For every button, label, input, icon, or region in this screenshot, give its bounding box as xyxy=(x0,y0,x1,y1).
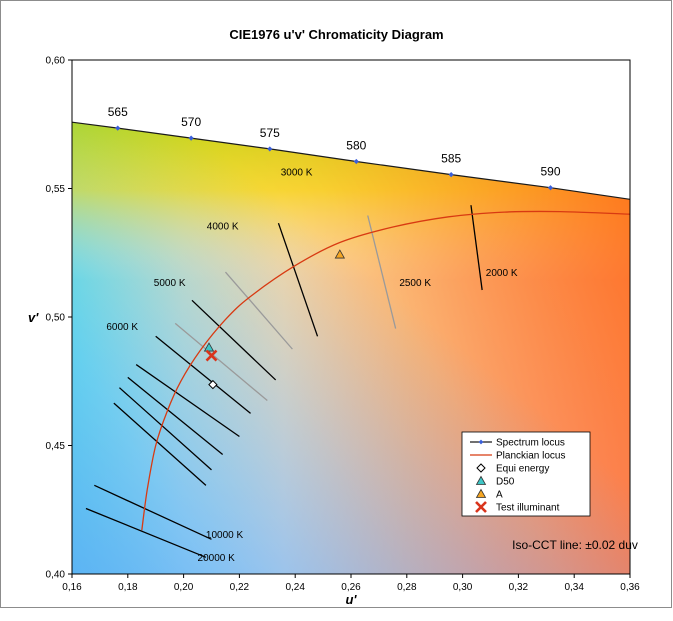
legend-marker-equi-energy xyxy=(476,463,486,473)
spectrum-locus-marker xyxy=(448,172,454,178)
x-tick-label: 0,20 xyxy=(174,582,194,593)
iso-cct-lines xyxy=(85,205,483,558)
chart-title: CIE1976 u'v' Chromaticity Diagram xyxy=(229,27,444,42)
point-marker-equi-energy xyxy=(208,379,218,390)
cct-label: 4000 K xyxy=(207,222,239,233)
y-tick-label: 0,40 xyxy=(46,570,66,581)
x-tick-label: 0,30 xyxy=(453,582,473,593)
x-tick-label: 0,34 xyxy=(564,582,584,593)
legend-label-a: A xyxy=(496,490,503,501)
iso-cct-line xyxy=(94,484,212,540)
iso-cct-annotation: Iso-CCT line: ±0.02 duv xyxy=(512,538,638,552)
iso-cct-line xyxy=(135,364,240,438)
point-marker-d50 xyxy=(203,342,215,352)
cct-label: 3000 K xyxy=(281,168,313,179)
iso-cct-line xyxy=(118,387,212,471)
wavelength-label: 565 xyxy=(108,105,128,119)
iso-cct-line xyxy=(367,215,397,329)
legend-label-spectrum-locus: Spectrum locus xyxy=(496,438,565,449)
x-axis: 0,16 0,18 0,20 0,22 0,24 0,26 0,28 0,30 0,32 0,34… xyxy=(62,574,640,593)
spectrum-locus-line xyxy=(72,121,630,200)
y-tick-label: 0,60 xyxy=(46,56,66,67)
legend-marker-test-illuminant xyxy=(475,501,487,513)
cct-label: 2000 K xyxy=(486,268,518,279)
point-markers xyxy=(203,249,346,390)
spectrum-locus-markers xyxy=(115,125,554,191)
cct-label: 2500 K xyxy=(399,278,431,289)
legend: Spectrum locus Planckian locus Equi energy… xyxy=(461,431,591,517)
x-axis-title: u' xyxy=(345,592,357,607)
point-marker-test-illuminant xyxy=(205,349,218,362)
cct-label: 6000 K xyxy=(106,322,138,333)
x-tick-label: 0,18 xyxy=(118,582,138,593)
x-tick-label: 0,28 xyxy=(397,582,417,593)
spectrum-locus-marker xyxy=(547,185,554,191)
wavelength-label: 590 xyxy=(540,165,560,179)
x-tick-label: 0,36 xyxy=(620,582,640,593)
iso-cct-line xyxy=(85,507,207,558)
cct-label: 20000 K xyxy=(198,553,236,564)
spectrum-locus-marker xyxy=(353,158,359,165)
iso-cct-line xyxy=(191,299,277,381)
spectrum-locus-marker xyxy=(115,125,121,131)
x-tick-label: 0,22 xyxy=(230,582,250,593)
spectrum-locus-marker xyxy=(267,146,273,152)
wavelength-labels: 565 570 575 580 585 590 xyxy=(108,105,561,179)
iso-cct-line xyxy=(174,322,268,402)
wavelength-label: 585 xyxy=(441,152,461,166)
cct-label: 5000 K xyxy=(154,278,186,289)
iso-cct-line xyxy=(127,376,224,455)
legend-label-equi-energy: Equi energy xyxy=(496,464,549,475)
x-tick-label: 0,16 xyxy=(62,582,82,593)
legend-marker-spectrum-locus xyxy=(478,439,484,445)
cct-label: 10000 K xyxy=(206,530,244,541)
x-tick-label: 0,26 xyxy=(341,582,361,593)
legend-label-d50: D50 xyxy=(496,477,515,488)
wavelength-label: 570 xyxy=(181,115,201,129)
iso-cct-line xyxy=(155,335,251,414)
iso-cct-line xyxy=(470,205,483,291)
wavelength-label: 575 xyxy=(260,126,280,140)
y-tick-label: 0,45 xyxy=(46,441,66,452)
y-axis: 0,40 0,45 0,50 0,55 0,60 xyxy=(46,56,72,581)
legend-marker-a xyxy=(475,488,487,498)
wavelength-label: 580 xyxy=(346,139,366,153)
y-tick-label: 0,55 xyxy=(46,184,66,195)
legend-label-planckian-locus: Planckian locus xyxy=(496,451,565,462)
y-tick-label: 0,50 xyxy=(46,313,66,324)
x-tick-label: 0,32 xyxy=(509,582,529,593)
x-tick-label: 0,24 xyxy=(285,582,305,593)
iso-cct-line xyxy=(224,271,293,350)
legend-label-test-illuminant: Test illuminant xyxy=(496,503,560,514)
legend-box xyxy=(461,431,591,517)
cct-labels: 20000 K 10000 K 6000 K 5000 K 4000 K 3000 K 25… xyxy=(106,168,517,565)
iso-cct-line xyxy=(277,222,319,337)
legend-marker-d50 xyxy=(475,475,487,485)
spectrum-locus-marker xyxy=(188,135,194,141)
y-axis-title: v' xyxy=(28,310,39,325)
planckian-locus-line xyxy=(141,210,630,531)
iso-cct-line xyxy=(113,402,207,486)
point-marker-a xyxy=(334,249,346,259)
